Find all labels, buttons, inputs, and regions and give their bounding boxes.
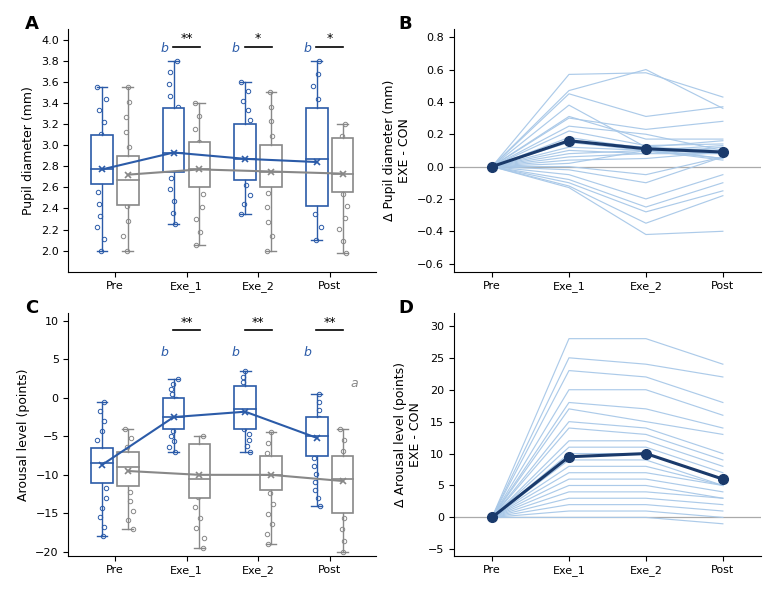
Text: *: * bbox=[327, 32, 333, 45]
Text: A: A bbox=[26, 15, 39, 33]
FancyBboxPatch shape bbox=[261, 455, 282, 490]
FancyBboxPatch shape bbox=[117, 156, 138, 205]
Y-axis label: Arousal level (points): Arousal level (points) bbox=[16, 368, 30, 500]
Text: a: a bbox=[351, 377, 359, 390]
FancyBboxPatch shape bbox=[261, 145, 282, 187]
Text: b: b bbox=[160, 346, 168, 359]
Text: B: B bbox=[398, 15, 412, 33]
FancyBboxPatch shape bbox=[332, 455, 353, 514]
Y-axis label: Pupil diameter (mm): Pupil diameter (mm) bbox=[23, 86, 35, 215]
Text: **: ** bbox=[180, 315, 193, 329]
FancyBboxPatch shape bbox=[306, 109, 328, 206]
Text: **: ** bbox=[324, 315, 336, 329]
Y-axis label: Δ Pupil diameter (mm)
EXE - CON: Δ Pupil diameter (mm) EXE - CON bbox=[383, 79, 411, 221]
Text: b: b bbox=[232, 346, 240, 359]
Text: b: b bbox=[303, 43, 311, 56]
Text: D: D bbox=[398, 298, 413, 317]
Y-axis label: Δ Arousal level (points)
EXE - CON: Δ Arousal level (points) EXE - CON bbox=[394, 362, 422, 507]
Text: b: b bbox=[232, 43, 240, 56]
FancyBboxPatch shape bbox=[117, 452, 138, 486]
FancyBboxPatch shape bbox=[332, 138, 353, 192]
FancyBboxPatch shape bbox=[189, 444, 210, 498]
FancyBboxPatch shape bbox=[306, 417, 328, 455]
FancyBboxPatch shape bbox=[163, 109, 184, 171]
FancyBboxPatch shape bbox=[234, 386, 256, 429]
FancyBboxPatch shape bbox=[91, 135, 113, 184]
Text: **: ** bbox=[180, 32, 193, 45]
FancyBboxPatch shape bbox=[189, 142, 210, 187]
Text: C: C bbox=[26, 298, 39, 317]
Text: b: b bbox=[303, 346, 311, 359]
FancyBboxPatch shape bbox=[91, 448, 113, 483]
Text: **: ** bbox=[252, 315, 265, 329]
Text: b: b bbox=[160, 43, 168, 56]
FancyBboxPatch shape bbox=[234, 124, 256, 180]
FancyBboxPatch shape bbox=[163, 398, 184, 429]
Text: *: * bbox=[255, 32, 261, 45]
